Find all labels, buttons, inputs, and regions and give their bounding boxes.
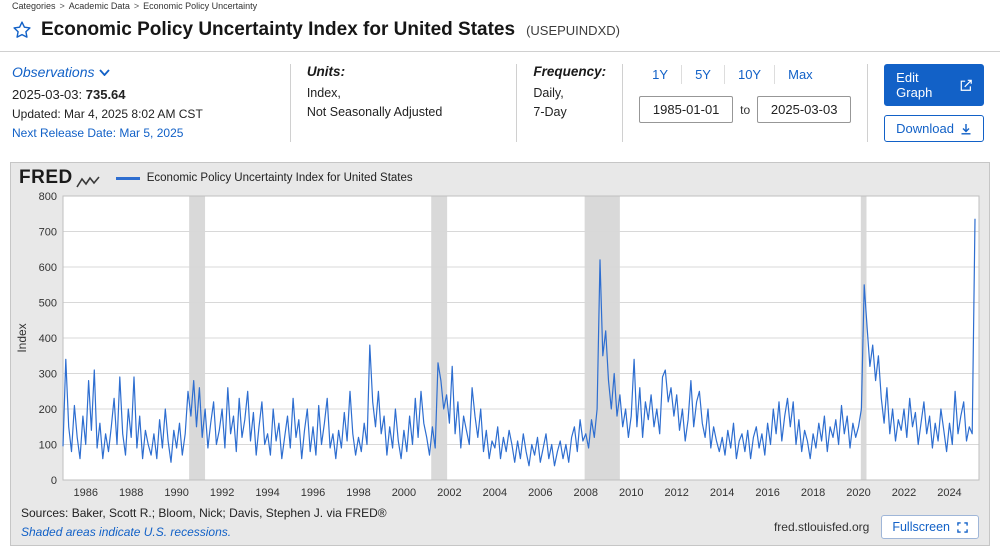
svg-text:600: 600	[39, 262, 57, 274]
svg-text:2018: 2018	[801, 487, 825, 499]
svg-text:1994: 1994	[255, 487, 279, 499]
svg-text:2002: 2002	[437, 487, 461, 499]
chart-plot[interactable]: Index 0 100 200 300 400 500 600 700 800 1986 1988 1…	[11, 190, 987, 502]
svg-text:700: 700	[39, 227, 57, 239]
svg-text:800: 800	[39, 191, 57, 203]
latest-observation-date: 2025-03-03:	[12, 87, 83, 102]
page-title: Economic Policy Uncertainty Index for Un…	[41, 19, 516, 40]
svg-text:1998: 1998	[346, 487, 370, 499]
range-buttons: 1Y 5Y 10Y Max	[639, 65, 851, 84]
range-column: 1Y 5Y 10Y Max 1985-01-01 to 2025-03-03	[622, 64, 867, 142]
legend-line-swatch	[115, 176, 140, 180]
breadcrumb-academic-data[interactable]: Academic Data	[68, 1, 130, 11]
site-url-text: fred.stlouisfed.org	[773, 520, 870, 534]
svg-text:2000: 2000	[392, 487, 416, 499]
graph-header: FRED Economic Policy Uncertainty Index f…	[11, 163, 989, 190]
frequency-column: Frequency: Daily, 7-Day	[516, 64, 622, 142]
svg-text:1988: 1988	[119, 487, 143, 499]
svg-text:2024: 2024	[937, 487, 961, 499]
chart-legend: Economic Policy Uncertainty Index for Un…	[115, 172, 413, 184]
breadcrumb-separator: >	[59, 1, 65, 11]
svg-text:500: 500	[39, 298, 57, 310]
download-button[interactable]: Download	[884, 115, 984, 142]
svg-text:1992: 1992	[210, 487, 234, 499]
edit-icon	[960, 79, 972, 91]
breadcrumb: Categories > Academic Data > Economic Policy…	[0, 0, 1000, 11]
units-label: Units:	[306, 64, 346, 79]
graph-panel: FRED Economic Policy Uncertainty Index f…	[10, 162, 990, 546]
latest-observation: 2025-03-03: 735.64	[12, 87, 274, 102]
svg-text:2004: 2004	[483, 487, 507, 499]
frequency-label: Frequency:	[533, 64, 607, 79]
svg-text:2010: 2010	[619, 487, 643, 499]
fred-logo: FRED	[19, 167, 100, 189]
units-line1: Index,	[306, 86, 341, 100]
graph-footer-left: Sources: Baker, Scott R.; Bloom, Nick; D…	[21, 506, 387, 539]
svg-text:2008: 2008	[574, 487, 598, 499]
svg-text:2022: 2022	[892, 487, 916, 499]
svg-text:2016: 2016	[755, 487, 779, 499]
graph-footer: Sources: Baker, Scott R.; Bloom, Nick; D…	[11, 502, 989, 546]
frequency-line1: Daily,	[533, 86, 564, 100]
updated-text: Updated: Mar 4, 2025 8:02 AM CST	[12, 107, 203, 121]
svg-text:400: 400	[39, 333, 57, 345]
svg-text:2020: 2020	[846, 487, 870, 499]
svg-text:2012: 2012	[664, 487, 688, 499]
range-button-max[interactable]: Max	[774, 65, 826, 84]
fred-logo-text: FRED	[19, 167, 73, 188]
next-release-text: Next Release Date: Mar 5, 2025	[12, 126, 184, 140]
actions-column: Edit Graph Download	[867, 64, 988, 142]
units-column: Units: Index, Not Seasonally Adjusted	[289, 64, 517, 142]
chevron-down-icon	[99, 68, 111, 76]
fullscreen-button[interactable]: Fullscreen	[881, 515, 979, 539]
favorite-star-icon[interactable]	[12, 20, 32, 40]
title-row: Economic Policy Uncertainty Index for Un…	[0, 11, 1000, 51]
range-button-10y[interactable]: 10Y	[723, 65, 774, 84]
download-icon	[961, 123, 971, 134]
observations-column: Observations 2025-03-03: 735.64 Updated:…	[12, 64, 290, 142]
graph-footer-right: fred.stlouisfed.org Fullscreen	[774, 515, 979, 539]
svg-text:200: 200	[39, 404, 57, 416]
legend-label: Economic Policy Uncertainty Index for Un…	[146, 172, 413, 184]
svg-text:2014: 2014	[710, 487, 734, 499]
download-label: Download	[896, 121, 954, 136]
range-button-1y[interactable]: 1Y	[652, 67, 669, 82]
series-id: (USEPUINDXD)	[526, 22, 620, 38]
observations-dropdown[interactable]: Observations	[12, 64, 111, 80]
svg-text:1986: 1986	[73, 487, 97, 499]
date-range-row: 1985-01-01 to 2025-03-03	[639, 96, 852, 123]
date-range-to-label: to	[740, 102, 751, 117]
frequency-line2: 7-Day	[533, 105, 567, 119]
sources-text: Sources: Baker, Scott R.; Bloom, Nick; D…	[21, 506, 387, 520]
recession-note-link[interactable]: Shaded areas indicate U.S. recessions.	[21, 525, 232, 539]
svg-text:1990: 1990	[164, 487, 188, 499]
svg-text:300: 300	[39, 369, 57, 381]
svg-text:2006: 2006	[528, 487, 552, 499]
date-from-input[interactable]: 1985-01-01	[639, 96, 734, 123]
y-axis-label: Index	[15, 323, 29, 352]
svg-text:100: 100	[39, 440, 57, 452]
fullscreen-label: Fullscreen	[892, 520, 950, 534]
date-to-input[interactable]: 2025-03-03	[757, 96, 852, 123]
units-line2: Not Seasonally Adjusted	[306, 105, 443, 119]
observations-dropdown-label: Observations	[12, 64, 95, 80]
svg-text:1996: 1996	[301, 487, 325, 499]
breadcrumb-categories[interactable]: Categories	[12, 1, 56, 11]
breadcrumb-separator: >	[133, 1, 140, 11]
edit-graph-label: Edit Graph	[896, 70, 933, 100]
meta-strip: Observations 2025-03-03: 735.64 Updated:…	[0, 51, 1000, 156]
edit-graph-button[interactable]: Edit Graph	[884, 64, 984, 106]
fullscreen-icon	[957, 521, 968, 533]
range-button-5y[interactable]: 5Y	[681, 65, 724, 84]
latest-observation-value: 735.64	[85, 87, 126, 102]
breadcrumb-epu[interactable]: Economic Policy Uncertainty	[143, 1, 258, 11]
svg-text:0: 0	[51, 475, 57, 487]
fred-logo-chart-icon	[76, 176, 100, 188]
